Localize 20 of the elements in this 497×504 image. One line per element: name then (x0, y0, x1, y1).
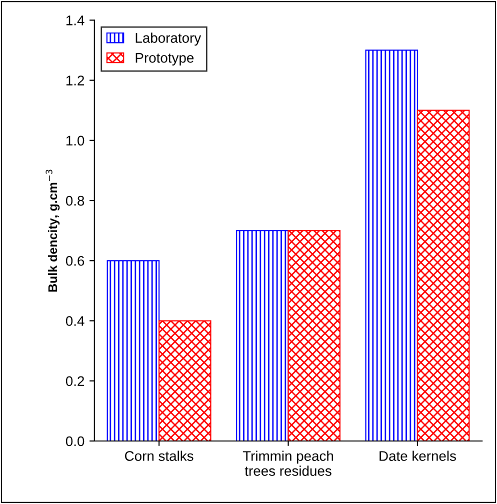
x-tick-label: Date kernels (380, 450, 456, 461)
y-axis-title: Bulk dencity, g.cm$^{−3}$ (46, 170, 60, 292)
legend-label: Laboratory (136, 32, 202, 46)
legend-label: Prototype (136, 53, 194, 66)
y-tick-label: 0.4 (66, 316, 84, 326)
bar (236, 230, 289, 441)
bar (365, 50, 418, 441)
y-tick-label: 1.0 (66, 136, 84, 146)
bar (106, 260, 160, 441)
y-tick-label: 0.2 (66, 376, 84, 386)
y-tick-label: 0.0 (66, 436, 84, 446)
y-tick-label: 1.2 (66, 76, 84, 86)
bar (416, 110, 470, 441)
bar (158, 320, 212, 441)
y-tick-label: 0.6 (66, 256, 84, 266)
bar (288, 230, 341, 441)
x-tick-label: Trimmin peach trees residues (242, 450, 334, 476)
x-tick-label: Corn stalks (125, 450, 194, 461)
y-tick-label: 1.4 (66, 16, 84, 26)
y-tick-label: 0.8 (66, 196, 84, 206)
